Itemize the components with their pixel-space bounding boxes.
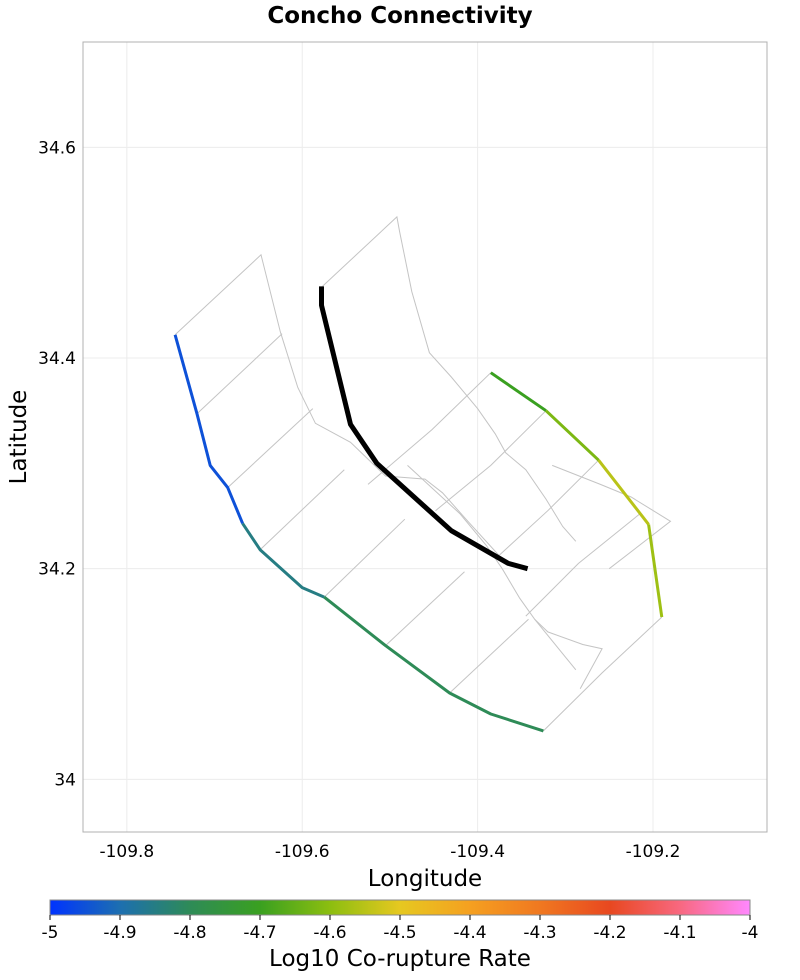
fault-traces xyxy=(173,215,672,733)
y-axis-label: Latitude xyxy=(6,390,32,485)
fault-section xyxy=(259,469,345,551)
corupture-segment xyxy=(544,409,600,462)
fault-section xyxy=(196,333,283,415)
fault-section xyxy=(543,616,663,732)
chart-title: Concho Connectivity xyxy=(267,3,532,29)
x-tick-label: -109.8 xyxy=(99,842,154,862)
fault-section xyxy=(227,408,314,488)
colorbar-tick-label: -4.1 xyxy=(663,923,696,943)
fault-section xyxy=(323,518,406,598)
x-tick-label: -109.4 xyxy=(450,842,505,862)
corupture-segment xyxy=(489,371,547,412)
plot-frame xyxy=(82,41,768,833)
colorbar-ticks: -5 -4.9 -4.8 -4.7 -4.6 -4.5 -4.4 -4.3 -4.2 -4.1 -4 xyxy=(42,915,759,943)
colorbar-tick-label: -5 xyxy=(42,923,59,943)
y-tick-label: 34.6 xyxy=(38,138,76,158)
y-tick-label: 34.2 xyxy=(38,560,76,580)
colorbar-tick-label: -4.6 xyxy=(313,923,346,943)
grid-lines xyxy=(83,42,767,832)
colorbar-tick-label: -4.2 xyxy=(593,923,626,943)
colorbar-tick-label: -4.5 xyxy=(383,923,416,943)
x-tick-label: -109.6 xyxy=(275,842,330,862)
colorbar-tick-label: -4.8 xyxy=(173,923,206,943)
y-tick-label: 34 xyxy=(54,770,76,790)
x-axis-label: Longitude xyxy=(368,866,482,892)
corupture-segment xyxy=(647,524,664,618)
colorbar-tick-label: -4.4 xyxy=(453,923,486,943)
fault-section xyxy=(499,459,599,556)
fault-section xyxy=(174,253,500,557)
corupture-segment xyxy=(597,459,650,526)
colorbar-label: Log10 Co-rupture Rate xyxy=(269,946,531,972)
fault-section xyxy=(407,465,603,689)
fault-section xyxy=(534,618,577,671)
colorbar-tick-label: -4.9 xyxy=(103,923,136,943)
x-tick-label: -109.2 xyxy=(626,842,681,862)
colorbar-tick-label: -4 xyxy=(742,923,759,943)
fault-section xyxy=(367,372,492,485)
y-tick-label: 34.4 xyxy=(38,349,76,369)
fault-section xyxy=(385,571,465,646)
fault-section xyxy=(322,215,577,542)
fault-section xyxy=(525,513,641,617)
fault-section xyxy=(435,410,547,512)
x-axis-ticks: -109.8 -109.6 -109.4 -109.2 xyxy=(99,842,680,862)
corupture-segment xyxy=(323,595,544,733)
y-axis-ticks: 34 34.2 34.4 34.6 xyxy=(38,138,76,790)
colorbar xyxy=(49,899,751,916)
fault-section xyxy=(449,618,529,694)
colorbar-tick-label: -4.3 xyxy=(523,923,556,943)
corupture-segment xyxy=(241,522,325,599)
corupture-segment xyxy=(173,334,244,524)
colorbar-tick-label: -4.7 xyxy=(243,923,276,943)
highlighted-section xyxy=(319,286,529,572)
